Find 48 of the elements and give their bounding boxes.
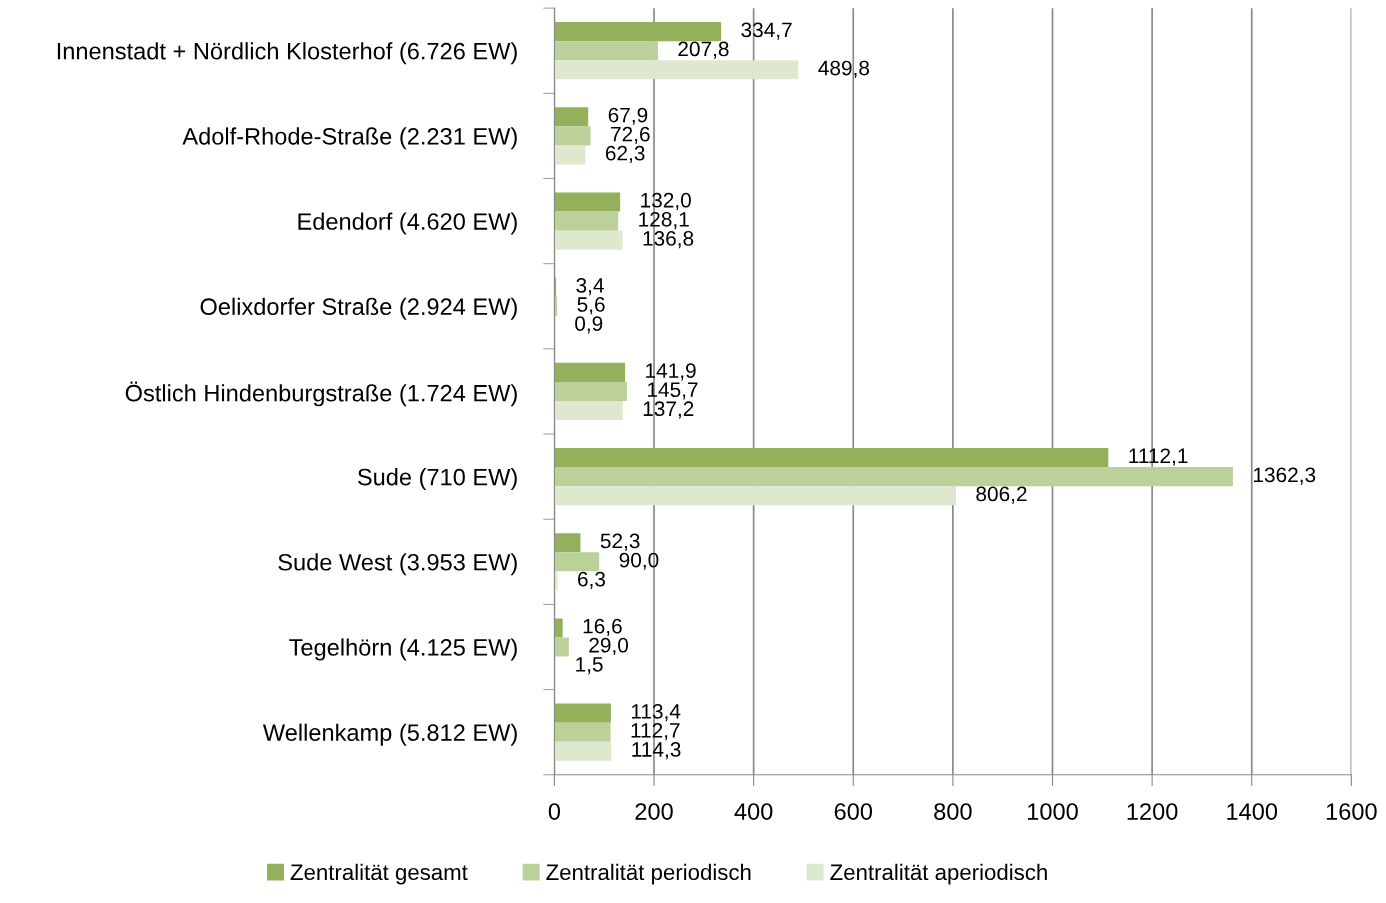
data-label: 141,9 [646,363,696,381]
data-label: 114,3 [632,742,681,760]
data-label: 489,8 [818,60,870,78]
data-label: 112,7 [631,723,680,741]
y-tick-label: Östlich Hindenburgstraße (1.724 EW) [125,381,517,407]
x-tick-label: 400 [734,803,773,820]
data-label: 29,0 [589,637,629,656]
data-label: 62,3 [605,145,645,164]
data-label: 52,3 [600,533,640,551]
y-tick-label: Adolf-Rhode-Straße (2.231 EW) [182,127,517,150]
legend-label: Zentralität periodisch [546,863,751,885]
x-tick-label: 200 [635,803,673,820]
x-tick-label: 1200 [1127,803,1178,820]
y-tick-label: Edendorf (4.620 EW) [298,212,517,235]
data-label: 1362,3 [1253,467,1316,485]
y-tick-label: Oelixdorfer Straße (2.924 EW) [200,297,517,320]
y-tick-label: Wellenkamp (5.812 EW) [262,723,517,746]
data-label: 1,5 [576,657,603,675]
data-label: 113,4 [631,703,681,722]
y-tick-label: Tegelhörn (4.125 EW) [289,638,517,661]
data-label: 3,4 [576,278,604,296]
data-label: 334,7 [741,22,792,40]
data-label: 67,9 [608,107,648,125]
data-label: 132,0 [641,192,691,211]
x-tick-label: 1600 [1326,803,1377,820]
x-tick-label: 1400 [1227,803,1278,820]
data-label: 806,2 [976,486,1027,504]
data-label: 145,7 [648,382,698,400]
data-label: 137,2 [643,401,694,419]
data-label: 207,8 [678,41,729,59]
data-label: 128,1 [639,211,689,230]
y-tick-label: Sude West (3.953 EW) [278,553,517,576]
x-tick-label: 800 [934,803,972,820]
x-tick-label: 0 [548,803,561,820]
data-label: 6,3 [578,571,606,589]
data-label: 1112,1 [1129,448,1188,466]
data-label: 136,8 [643,231,694,249]
legend-label: Zentralität aperiodisch [830,863,1047,885]
y-tick-label: Sude (710 EW) [357,468,517,491]
x-tick-label: 600 [834,803,873,820]
data-label: 0,9 [575,316,603,334]
data-label: 72,6 [611,126,650,144]
legend-label: Zentralität gesamt [290,863,468,885]
y-tick-label: Innenstadt + Nördlich Klosterhof (6.726 EW) [57,42,517,65]
data-label: 90,0 [619,552,659,570]
data-label: 16,6 [583,618,622,636]
x-tick-label: 1000 [1028,803,1078,820]
data-label: 5,6 [577,297,605,315]
